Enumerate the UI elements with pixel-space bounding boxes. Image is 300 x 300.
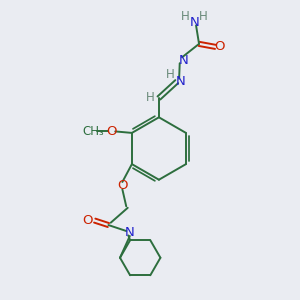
Text: H: H [146, 92, 155, 104]
Text: O: O [214, 40, 225, 53]
Text: O: O [82, 214, 93, 227]
Text: N: N [190, 16, 200, 29]
Text: CH₃: CH₃ [82, 125, 104, 138]
Text: H: H [181, 10, 189, 23]
Text: N: N [178, 54, 188, 67]
Text: H: H [166, 68, 175, 81]
Text: O: O [117, 179, 128, 192]
Text: H: H [199, 10, 208, 23]
Text: N: N [176, 75, 185, 88]
Text: O: O [106, 125, 117, 138]
Text: N: N [125, 226, 135, 239]
